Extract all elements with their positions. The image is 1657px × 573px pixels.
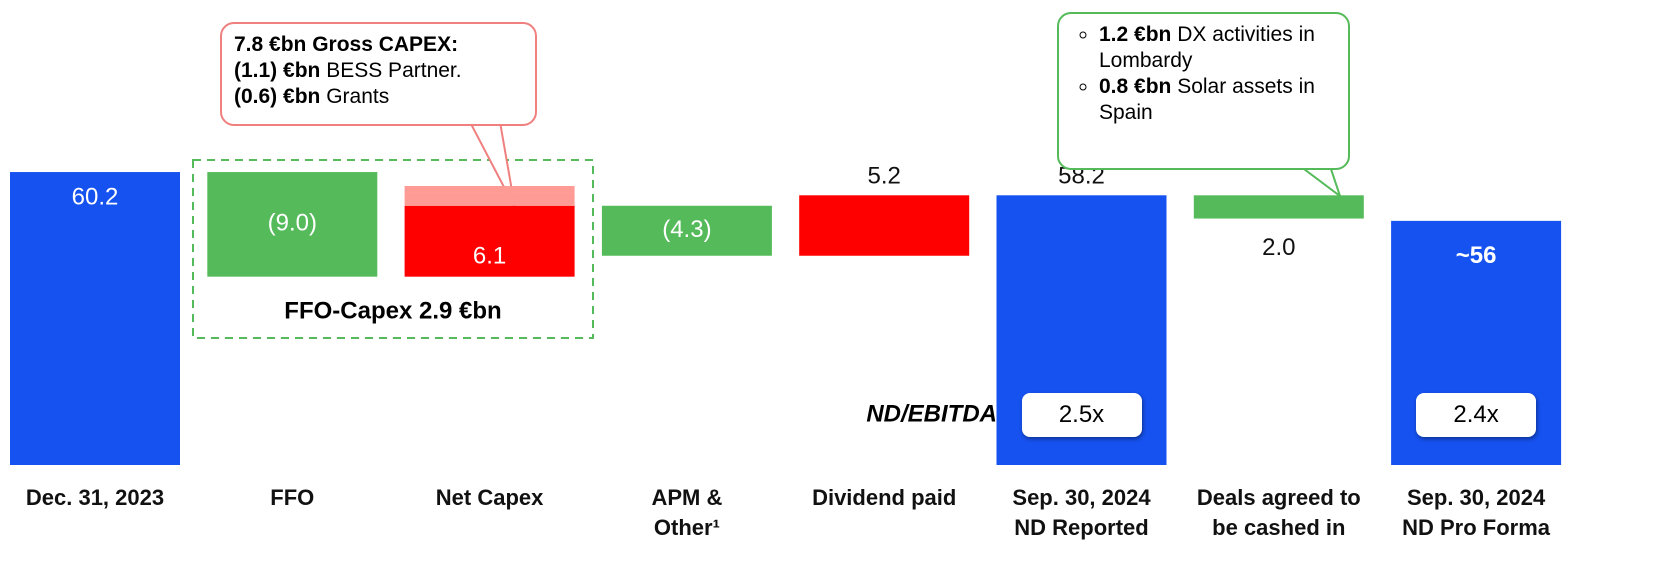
bar <box>10 172 180 466</box>
callout-bold: 1.2 €bn <box>1099 23 1172 46</box>
value-label: 5.2 <box>868 163 901 190</box>
callout-line: (0.6) €bn Grants <box>234 84 523 110</box>
callout-tail <box>1297 165 1342 199</box>
value-label: (9.0) <box>268 210 317 237</box>
value-label: 6.1 <box>473 243 506 270</box>
category-label: Dividend paid <box>812 485 957 510</box>
group-box <box>192 159 594 339</box>
callout-text: DX activities in Lombardy <box>1099 23 1315 72</box>
category-label: Net Capex <box>435 485 544 510</box>
callout-item: 1.2 €bn DX activities in Lombardy <box>1099 22 1336 74</box>
callout-bold: 0.8 €bn <box>1099 75 1172 98</box>
callout-line: 7.8 €bn Gross CAPEX: <box>234 32 523 58</box>
callout-text: BESS Partner. <box>320 59 462 82</box>
category-label: FFO <box>270 485 315 510</box>
capex-callout: 7.8 €bn Gross CAPEX: (1.1) €bn BESS Partn… <box>220 22 537 126</box>
bar <box>601 205 772 256</box>
offset-segment <box>404 192 575 206</box>
category-label: APM & Other¹ <box>651 485 723 540</box>
category-label: Deals agreed to be cashed in <box>1196 485 1361 540</box>
bar <box>207 172 378 277</box>
callout-text: Grants <box>320 85 390 108</box>
value-label: (4.3) <box>662 216 711 243</box>
callout-text: Solar assets in Spain <box>1099 75 1315 124</box>
callout-item: 0.8 €bn Solar assets in Spain <box>1099 74 1336 126</box>
callout-bold: (0.6) €bn <box>234 85 321 108</box>
ratio-box: 2.5x <box>1021 393 1142 437</box>
bar <box>1193 195 1364 219</box>
category-label: Sep. 30, 2024 ND Pro Forma <box>1402 485 1551 540</box>
category-label: Dec. 31, 2023 <box>25 485 165 510</box>
value-label: 2.0 <box>1262 234 1295 261</box>
bar <box>799 195 970 256</box>
ratio-box: 2.4x <box>1416 393 1537 437</box>
group-label: FFO-Capex 2.9 €bn <box>284 297 501 324</box>
value-label: 60.2 <box>72 183 119 210</box>
offset-segment <box>404 186 575 193</box>
callout-line: (1.1) €bn BESS Partner. <box>234 58 523 84</box>
deals-callout: 1.2 €bn DX activities in Lombardy0.8 €bn… <box>1057 12 1350 170</box>
callout-list: 1.2 €bn DX activities in Lombardy0.8 €bn… <box>1071 22 1336 126</box>
callout-bold: (1.1) €bn <box>234 59 321 82</box>
callout-bold: 7.8 €bn Gross CAPEX: <box>234 33 459 56</box>
bar <box>404 205 575 277</box>
ratio-label: ND/EBITDA² <box>866 400 1006 427</box>
category-label: Sep. 30, 2024 ND Reported <box>1012 485 1151 540</box>
value-label: ~56 <box>1456 242 1497 269</box>
